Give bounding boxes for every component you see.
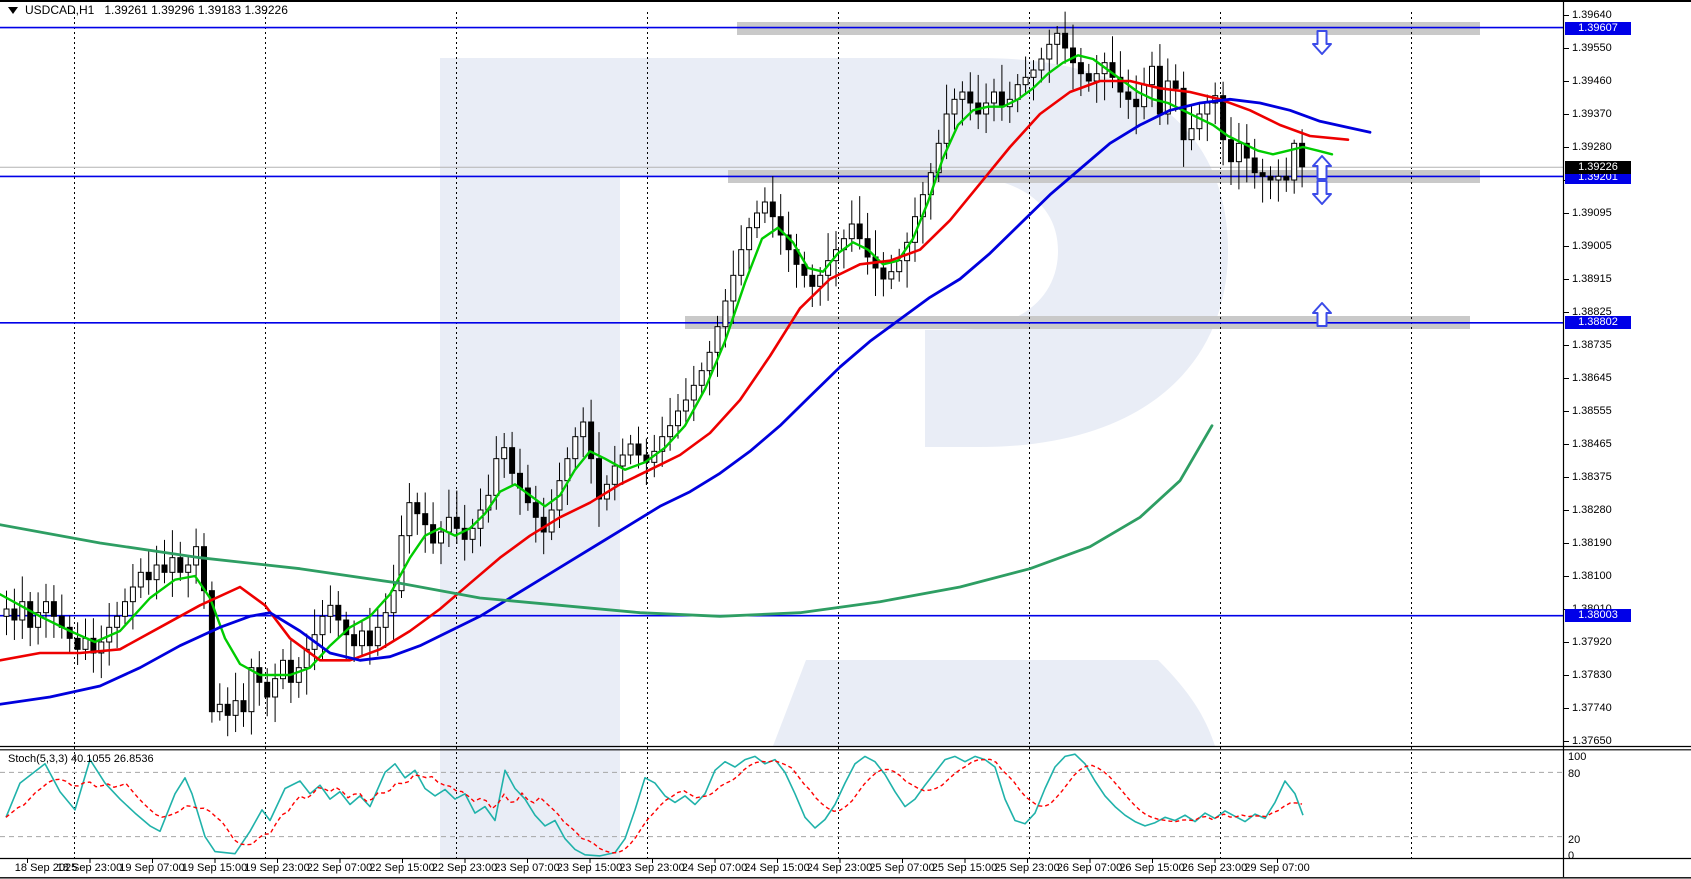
price-tick-label: 1.38825: [1572, 306, 1612, 318]
chart-header: USDCAD,H1 1.39261 1.39296 1.39183 1.3922…: [8, 3, 288, 17]
time-axis-label: 26 Sep 07:00: [1056, 862, 1123, 874]
stoch-scale-label: 20: [1568, 834, 1581, 846]
time-axis-label: 19 Sep 15:00: [181, 862, 248, 874]
level-price-label: 1.39201: [1565, 170, 1631, 184]
time-axis-label: 19 Sep 07:00: [119, 862, 185, 874]
ohlc-values: 1.39261 1.39296 1.39183 1.39226: [104, 3, 288, 17]
time-axis-label: 26 Sep 23:00: [1181, 862, 1248, 874]
sr-zone-band: [737, 22, 1480, 35]
time-axis-label: 25 Sep 07:00: [869, 862, 935, 874]
time-axis-label: 22 Sep 23:00: [431, 862, 498, 874]
time-axis-label: 26 Sep 15:00: [1119, 862, 1185, 874]
current-price-label: 1.39226: [1565, 160, 1631, 174]
price-tick-label: 1.37650: [1572, 735, 1612, 747]
price-tick-label: 1.38555: [1572, 405, 1612, 417]
price-tick-label: 1.38645: [1572, 372, 1612, 384]
price-tick-label: 1.37740: [1572, 702, 1612, 714]
price-tick-label: 1.39550: [1572, 42, 1612, 54]
ma-slow-blue-line: [0, 97, 1372, 706]
price-tick-label: 1.38375: [1572, 471, 1612, 483]
price-tick-label: 1.38190: [1572, 537, 1612, 549]
symbol-dropdown-icon[interactable]: [8, 6, 18, 14]
stoch-scale-label: 0: [1568, 850, 1575, 862]
up-arrow-marker: [1312, 155, 1332, 180]
price-tick-label: 1.39640: [1572, 9, 1612, 21]
time-axis-label: 18 Sep 2025: [14, 862, 78, 874]
level-price-label: 1.38802: [1565, 315, 1631, 329]
symbol-period-label: USDCAD,H1: [25, 3, 95, 17]
stoch-scale-label: 100: [1568, 751, 1587, 763]
price-tick-label: 1.39460: [1572, 75, 1612, 87]
time-axis-label: 24 Sep 15:00: [744, 862, 810, 874]
stochastic-label: Stoch(5,3,3) 40.1055 26.8536: [8, 753, 154, 765]
price-tick-label: 1.38465: [1572, 438, 1612, 450]
price-tick-label: 1.38735: [1572, 339, 1612, 351]
price-tick-label: 1.39370: [1572, 108, 1612, 120]
price-tick-label: 1.38280: [1572, 504, 1612, 516]
time-axis-label: 18 Sep 23:00: [56, 862, 123, 874]
price-tick-label: 1.39005: [1572, 240, 1612, 252]
price-tick-label: 1.39095: [1572, 207, 1612, 219]
stoch-k-line: [5, 753, 1304, 857]
ma-mid-red-line: [0, 79, 1350, 662]
ma-long-seagreen-line: [0, 424, 1214, 618]
time-axis-label: 22 Sep 15:00: [369, 862, 435, 874]
time-axis-label: 25 Sep 15:00: [931, 862, 998, 874]
stoch-d-line: [5, 758, 1303, 854]
ma-fast-green-line: [0, 54, 1334, 677]
level-price-label: 1.39607: [1565, 21, 1631, 35]
price-tick-label: 1.38915: [1572, 273, 1612, 285]
down-arrow-marker: [1312, 180, 1332, 205]
watermark-logo: [440, 58, 1228, 858]
time-axis-label: 22 Sep 07:00: [306, 862, 373, 874]
time-axis-label: 29 Sep 07:00: [1244, 862, 1310, 874]
time-axis-label: 25 Sep 23:00: [994, 862, 1060, 874]
window-top-border: [0, 0, 1691, 2]
up-arrow-marker: [1312, 302, 1332, 327]
level-price-label: 1.38003: [1565, 608, 1631, 622]
time-axis-label: 19 Sep 23:00: [244, 862, 310, 874]
down-arrow-marker: [1312, 30, 1332, 55]
time-axis-label: 23 Sep 07:00: [494, 862, 560, 874]
time-axis-label: 23 Sep 23:00: [619, 862, 685, 874]
time-axis-label: 23 Sep 15:00: [556, 862, 623, 874]
price-tick-label: 1.37920: [1572, 636, 1612, 648]
price-tick-label: 1.38100: [1572, 570, 1612, 582]
stoch-scale-label: 80: [1568, 768, 1581, 780]
time-axis-label: 24 Sep 07:00: [681, 862, 748, 874]
price-tick-label: 1.37830: [1572, 669, 1612, 681]
price-tick-label: 1.39280: [1572, 141, 1612, 153]
time-axis-label: 24 Sep 23:00: [806, 862, 873, 874]
